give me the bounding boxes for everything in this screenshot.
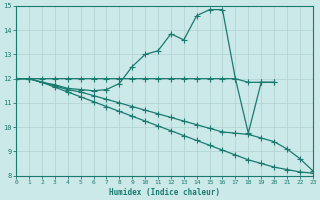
X-axis label: Humidex (Indice chaleur): Humidex (Indice chaleur) — [109, 188, 220, 197]
